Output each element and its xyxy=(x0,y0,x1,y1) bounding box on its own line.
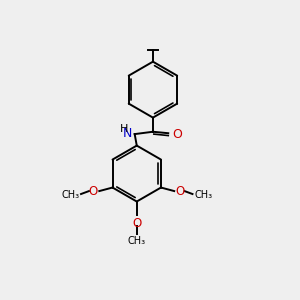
Text: O: O xyxy=(88,184,98,198)
Text: CH₃: CH₃ xyxy=(61,190,79,200)
Text: N: N xyxy=(123,127,132,140)
Text: O: O xyxy=(172,128,182,141)
Text: CH₃: CH₃ xyxy=(128,236,146,246)
Text: CH₃: CH₃ xyxy=(194,190,212,200)
Text: H: H xyxy=(120,124,129,134)
Text: O: O xyxy=(176,184,185,198)
Text: O: O xyxy=(132,217,141,230)
